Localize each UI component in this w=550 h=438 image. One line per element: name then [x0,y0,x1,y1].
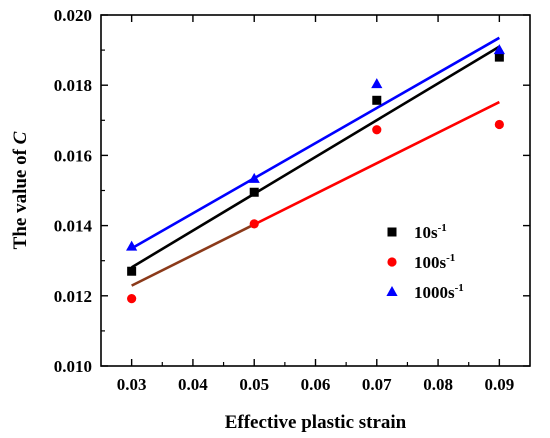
legend-label-100s: 100s-1 [414,252,455,272]
data-point-10s [494,52,504,62]
data-point-100s [494,119,504,130]
data-point-10s [127,266,137,276]
fit-line-10s [130,45,501,269]
data-point-100s [127,294,137,304]
y-tick-label: 0.010 [54,357,92,376]
x-tick-label: 0.06 [301,375,331,394]
y-tick-label: 0.014 [54,217,93,236]
axes-group: 0.03 0.04 0.05 0.06 0.07 0.08 0.09 0.010 0.012 0.… [54,6,531,394]
legend-superscript: -1 [446,252,455,264]
legend-name: 1000s [414,283,455,302]
fit-line-100s-segment [131,223,255,287]
data-point-10s [372,95,382,105]
y-tick-label: 0.018 [54,76,92,95]
legend-name: 100s [414,253,447,272]
data-point-10s [249,187,259,197]
fit-line-100s-segment [253,100,500,226]
data-point-100s [249,219,259,229]
y-tick-label: 0.016 [54,146,92,165]
legend-superscript: -1 [455,282,464,294]
y-axis-title-variable: C [10,131,31,144]
data-point-1000s [126,240,138,251]
fit-line-1000s [130,36,501,250]
x-tick-label: 0.08 [423,375,453,394]
data-point-1000s [248,172,260,183]
y-axis-title: The value of C [10,131,31,249]
x-tick-label: 0.09 [484,375,514,394]
x-tick-label: 0.04 [178,375,208,394]
legend-label-1000s: 1000s-1 [414,282,464,302]
y-tick-label: 0.020 [54,6,92,25]
legend-name: 10s [414,223,438,242]
legend-marker-1000s [386,286,398,296]
y-tick-label: 0.012 [54,287,92,306]
legend-marker-10s [387,227,397,237]
x-tick-label: 0.07 [362,375,392,394]
data-point-100s [372,125,382,135]
x-axis-title: Effective plastic strain [225,412,407,433]
y-axis-title-text: The value of [10,144,31,249]
legend-marker-100s [387,257,397,267]
data-points-group [126,44,505,304]
data-point-1000s [371,78,383,89]
x-tick-label: 0.05 [239,375,269,394]
x-tick-label: 0.03 [117,375,147,394]
data-point-1000s [493,44,505,55]
legend-label-10s: 10s-1 [414,222,447,242]
fit-lines-group [130,36,501,287]
legend-superscript: -1 [438,222,447,234]
